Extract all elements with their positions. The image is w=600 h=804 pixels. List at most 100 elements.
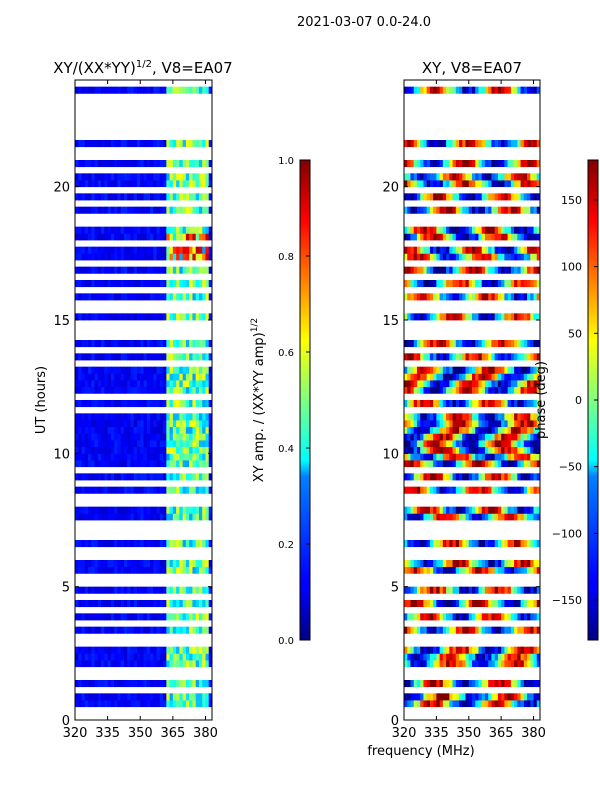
heatmap-cell [446, 440, 450, 448]
heatmap-cell [189, 506, 193, 514]
heatmap-cell [78, 426, 82, 434]
heatmap-cell [468, 693, 473, 701]
heatmap-cell [442, 680, 447, 688]
heatmap-cell [433, 380, 437, 388]
heatmap-cell [407, 193, 411, 201]
heatmap-cell [533, 366, 538, 374]
heatmap-cell [101, 140, 105, 148]
heatmap-cell [179, 486, 184, 494]
heatmap-cell [153, 693, 157, 701]
heatmap-cell [104, 160, 109, 168]
heatmap-cell [136, 180, 141, 188]
heatmap-cell [442, 433, 447, 441]
heatmap-cell [78, 613, 82, 621]
heatmap-cell [533, 413, 538, 421]
heatmap-cell [172, 440, 177, 448]
heatmap-cell [514, 226, 518, 234]
heatmap-cell [478, 173, 483, 181]
heatmap-cell [81, 233, 86, 241]
heatmap-cell [520, 313, 525, 321]
heatmap-cell [150, 386, 154, 394]
heatmap-cell [426, 473, 431, 481]
heatmap-cell [459, 560, 463, 568]
heatmap-cell [439, 506, 444, 514]
heatmap-cell [163, 446, 167, 454]
heatmap-cell [514, 506, 518, 514]
heatmap-cell [484, 513, 489, 521]
heatmap-cell [104, 660, 109, 668]
heatmap-cell [410, 413, 415, 421]
heatmap-cell [491, 626, 496, 634]
heatmap-cell [153, 613, 157, 621]
heatmap-cell [504, 293, 509, 301]
heatmap-cell [153, 380, 157, 388]
heatmap-cell [127, 653, 131, 661]
heatmap-cell [176, 433, 180, 441]
heatmap-cell [481, 560, 486, 568]
heatmap-cell [140, 400, 144, 408]
heatmap-cell [442, 340, 447, 348]
heatmap-cell [478, 160, 483, 168]
heatmap-cell [446, 433, 450, 441]
heatmap-cell [159, 193, 164, 201]
heatmap-cell [88, 340, 92, 348]
heatmap-cell [410, 426, 415, 434]
heatmap-cell [114, 693, 118, 701]
heatmap-cell [114, 193, 118, 201]
heatmap-cell [172, 400, 177, 408]
heatmap-cell [468, 266, 473, 274]
heatmap-cell [481, 693, 486, 701]
heatmap-cell [439, 473, 444, 481]
heatmap-cell [497, 646, 502, 654]
heatmap-cell [442, 600, 447, 608]
heatmap-cell [527, 386, 531, 394]
heatmap-cell [159, 446, 164, 454]
heatmap-cell [442, 626, 447, 634]
heatmap-cell [455, 660, 460, 668]
heatmap-cell [514, 513, 518, 521]
heatmap-cell [120, 473, 125, 481]
heatmap-cell [130, 400, 135, 408]
heatmap-cell [153, 313, 157, 321]
heatmap-cell [78, 420, 82, 428]
heatmap-cell [517, 86, 521, 94]
heatmap-cell [488, 506, 492, 514]
heatmap-cell [465, 86, 470, 94]
heatmap-cell [84, 613, 89, 621]
heatmap-cell [166, 486, 170, 494]
heatmap-cell [110, 586, 115, 594]
heatmap-cell [407, 693, 411, 701]
heatmap-cell [189, 446, 193, 454]
heatmap-cell [533, 226, 538, 234]
heatmap-cell [110, 426, 115, 434]
heatmap-cell [523, 193, 528, 201]
heatmap-cell [536, 400, 541, 408]
heatmap-cell [416, 653, 421, 661]
heatmap-cell [88, 386, 92, 394]
heatmap-cell [198, 86, 203, 94]
heatmap-cell [472, 233, 476, 241]
heatmap-cell [436, 560, 441, 568]
heatmap-cell [429, 446, 434, 454]
heatmap-cell [436, 460, 441, 468]
heatmap-cell [536, 246, 541, 254]
heatmap-cell [185, 246, 190, 254]
heatmap-cell [104, 293, 109, 301]
heatmap-cell [75, 420, 79, 428]
heatmap-cell [192, 473, 197, 481]
heatmap-cell [520, 540, 525, 548]
heatmap-cell [514, 660, 518, 668]
heatmap-cell [163, 253, 167, 261]
heatmap-cell [156, 660, 161, 668]
heatmap-cell [433, 253, 437, 261]
heatmap-cell [75, 613, 79, 621]
heatmap-cell [101, 193, 105, 201]
heatmap-cell [404, 426, 408, 434]
heatmap-cell [494, 266, 499, 274]
heatmap-cell [163, 413, 167, 421]
heatmap-cell [481, 313, 486, 321]
heatmap-cell [514, 453, 518, 461]
heatmap-cell [517, 440, 521, 448]
heatmap-cell [78, 600, 82, 608]
heatmap-cell [123, 453, 128, 461]
